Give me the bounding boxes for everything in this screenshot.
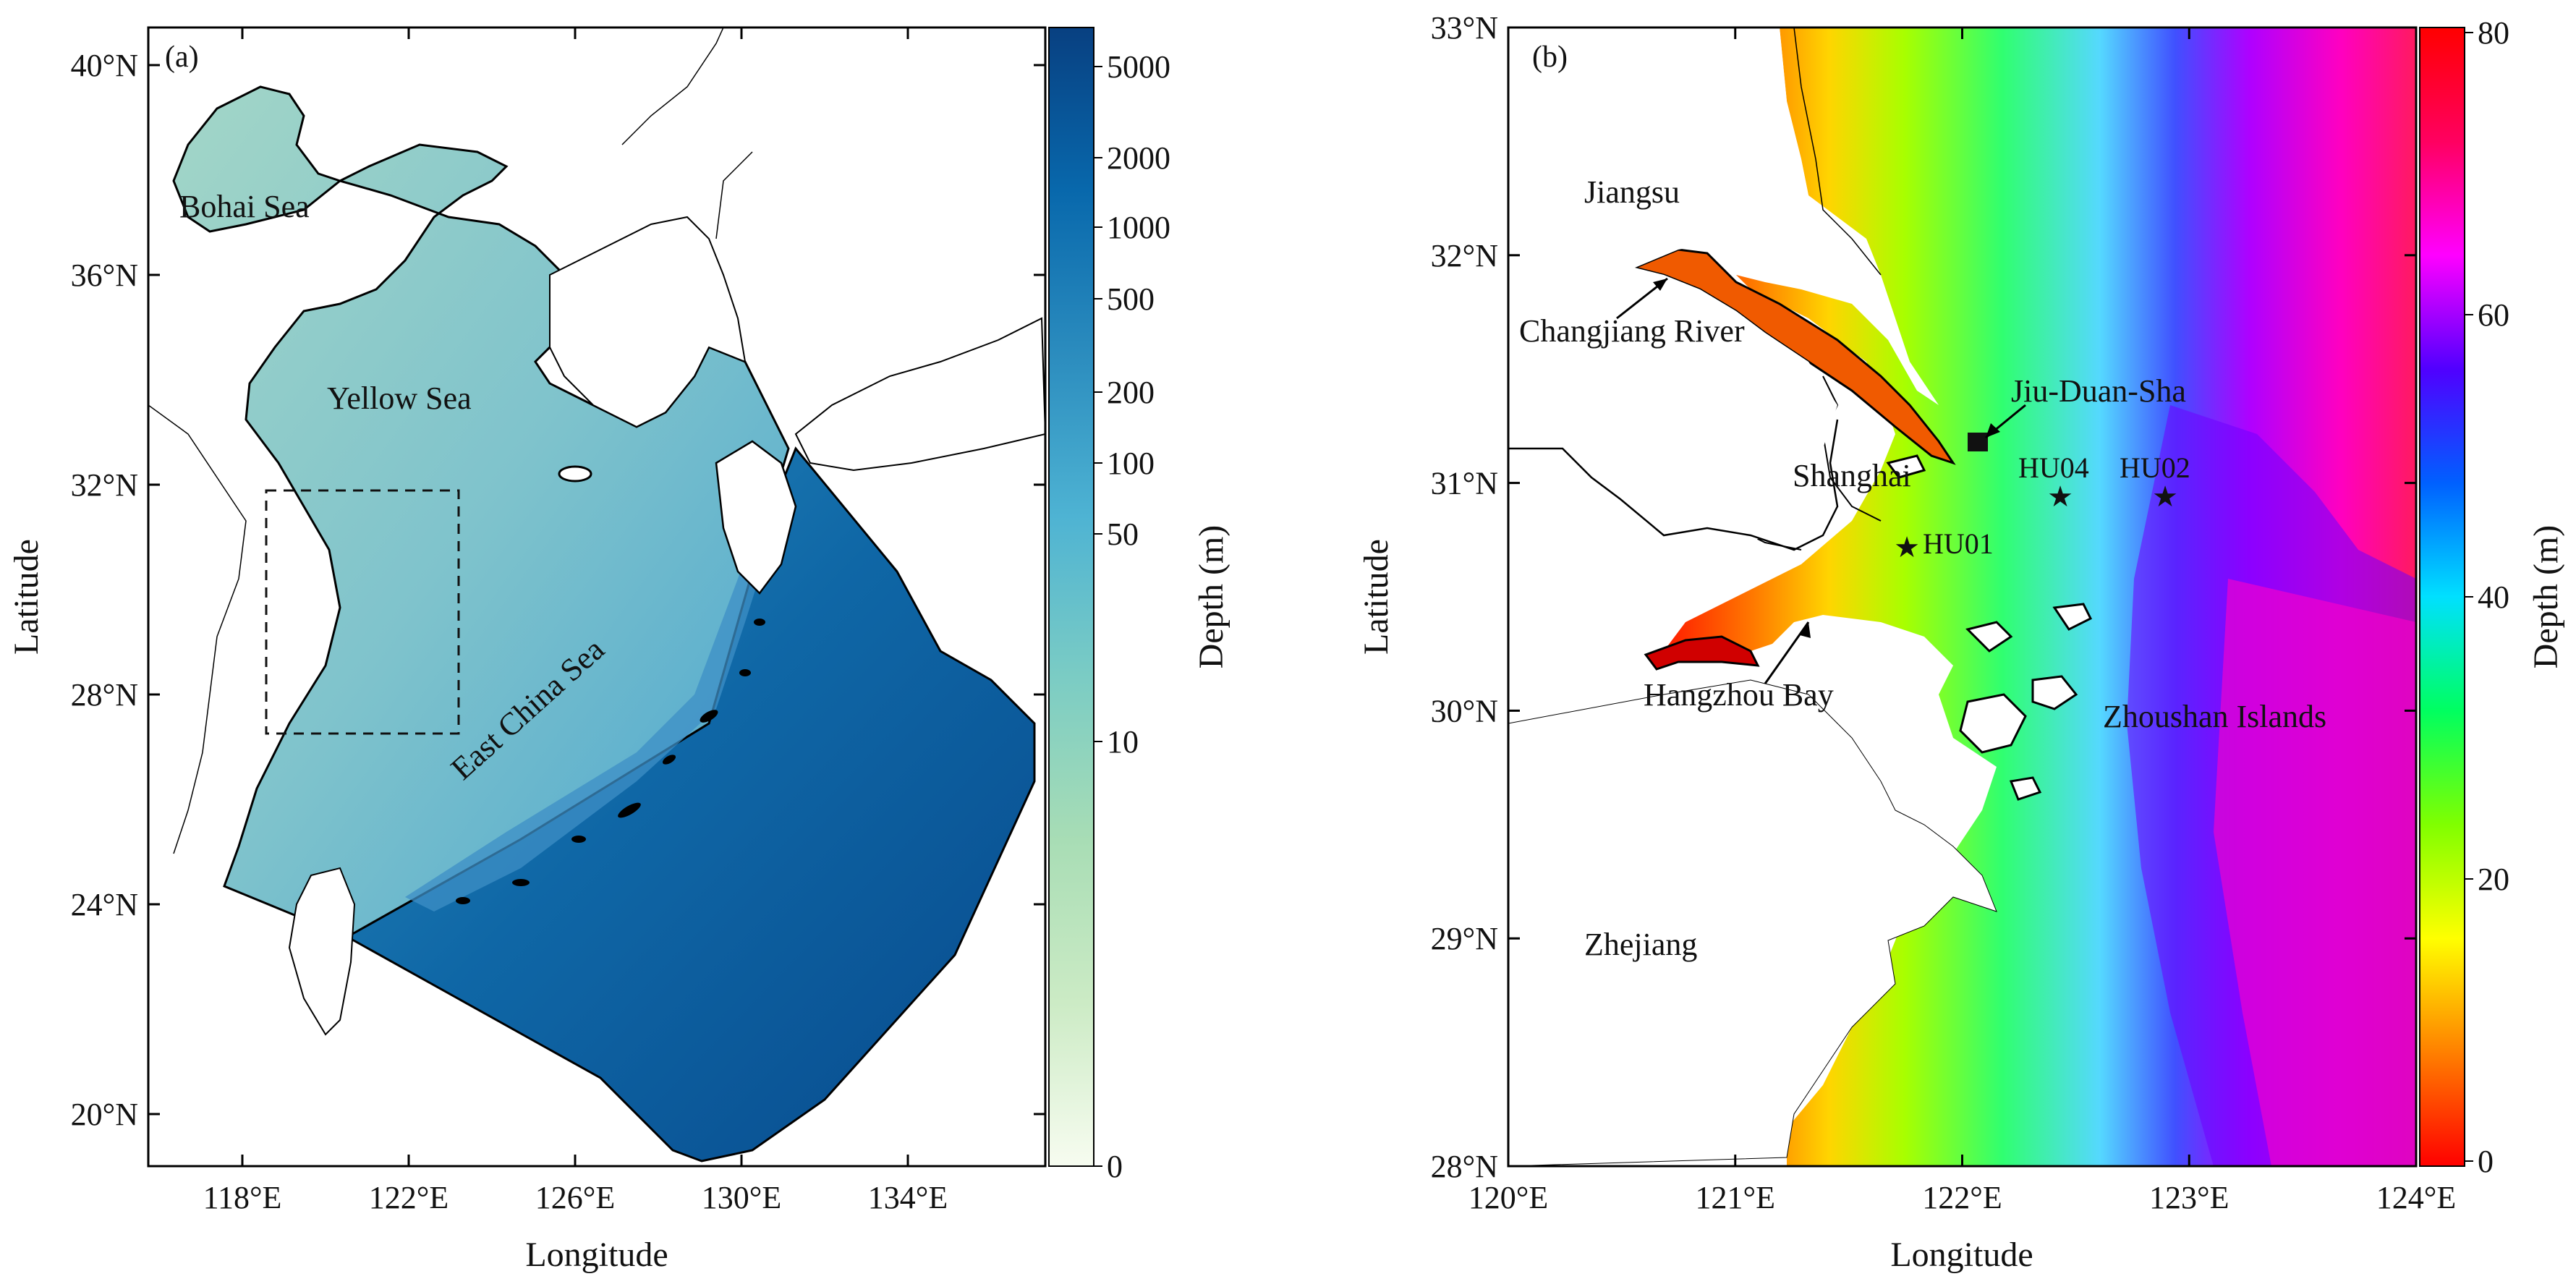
- panel-label-b: (b): [1532, 41, 1568, 74]
- y-tick-label: 31°N: [1431, 466, 1498, 501]
- shanghai-border: [1508, 419, 1839, 551]
- colorbar-ticks-b: 0 20 40 60 80: [2465, 15, 2509, 1179]
- x-tick-label: 134°E: [868, 1180, 948, 1215]
- place-label: Bohai Sea: [179, 189, 310, 224]
- colorbar-tick-label: 40: [2478, 579, 2509, 615]
- y-tick-label: 24°N: [71, 887, 138, 922]
- x-tick-label: 122°E: [1922, 1180, 2002, 1215]
- place-label: Changjiang River: [1519, 313, 1745, 349]
- colorbar-title-b: Depth (m): [2527, 525, 2565, 669]
- y-tick-label: 32°N: [1431, 238, 1498, 273]
- inset-box: [265, 489, 460, 735]
- taiwan-island: [288, 867, 356, 1036]
- colorbar-tick-label: 50: [1107, 517, 1139, 552]
- x-tick-label: 120°E: [1468, 1180, 1548, 1215]
- x-tick-label: 126°E: [535, 1180, 615, 1215]
- place-label: Zhejiang: [1584, 927, 1697, 962]
- colorbar-tick-label: 0: [1107, 1149, 1123, 1184]
- y-tick-label: 29°N: [1431, 921, 1498, 956]
- y-tick-label: 28°N: [71, 677, 138, 713]
- colorbar-a: [1048, 27, 1094, 1167]
- station-star-icon: ★: [1894, 531, 1920, 564]
- jiu-duan-sha-marker: [1968, 433, 1988, 451]
- zhejiang-coast: [1508, 679, 1997, 1166]
- colorbar-tick-label: 500: [1107, 281, 1155, 317]
- station-label: HU01: [1923, 527, 1994, 560]
- y-tick-label: 20°N: [71, 1097, 138, 1132]
- y-tick-label: 30°N: [1431, 693, 1498, 728]
- y-tick-label: 28°N: [1431, 1149, 1498, 1184]
- magenta-zone-b: [2214, 579, 2416, 1166]
- colorbar-tick-label: 5000: [1107, 49, 1170, 85]
- y-axis-label-a: Latitude: [7, 539, 46, 655]
- y-axis-label-b: Latitude: [1357, 539, 1395, 655]
- station-star-icon: ★: [2047, 480, 2073, 513]
- zhoushan-islands: [1886, 454, 2093, 801]
- place-label: Zhoushan Islands: [2103, 699, 2326, 734]
- place-label: Jiangsu: [1584, 174, 1680, 210]
- x-tick-label: 130°E: [702, 1180, 781, 1215]
- shelf-slope-band: [405, 477, 781, 912]
- china-interior-border: [148, 404, 247, 854]
- map-frame-a: [147, 26, 1047, 1168]
- x-axis-label-b: Longitude: [1890, 1236, 2033, 1274]
- colorbar-tick-label: 10: [1107, 724, 1139, 760]
- jiangsu-land: [1508, 27, 1837, 637]
- station-markers: ★ ★ ★: [1894, 480, 2178, 564]
- ryukyu-islands: [456, 619, 765, 904]
- station-label: HU04: [2018, 451, 2089, 484]
- panel-b: 120°E 121°E 122°E 123°E 124°E 28°N 29°N 30°N 31°…: [1357, 10, 2565, 1274]
- map-a: [148, 27, 1045, 1166]
- x-tick-label: 122°E: [369, 1180, 449, 1215]
- arrow-heads: [1653, 279, 2000, 638]
- colorbar-tick-label: 80: [2478, 15, 2509, 51]
- station-label: HU02: [2120, 451, 2190, 484]
- jeju-island: [558, 465, 592, 483]
- y-tick-label: 32°N: [71, 467, 138, 503]
- axis-ticks-a: 118°E 122°E 126°E 130°E 134°E 20°N 24°N 28°N 32°…: [71, 27, 1045, 1215]
- jiangsu-coastline: [1793, 27, 1882, 276]
- x-tick-label: 123°E: [2149, 1180, 2229, 1215]
- y-tick-label: 40°N: [71, 48, 138, 83]
- y-tick-label: 36°N: [71, 258, 138, 293]
- colorbar-tick-label: 200: [1107, 375, 1155, 410]
- japan-kyushu: [715, 440, 797, 595]
- y-tick-label: 33°N: [1431, 10, 1498, 46]
- x-tick-label: 124°E: [2376, 1180, 2456, 1215]
- axis-ticks-b: 120°E 121°E 122°E 123°E 124°E 28°N 29°N 30°N 31°…: [1431, 10, 2457, 1215]
- panel-label-a: (a): [165, 41, 199, 74]
- place-label: Shanghai: [1793, 458, 1911, 493]
- place-label: Jiu-Duan-Sha: [2011, 373, 2186, 409]
- colorbar-tick-label: 2000: [1107, 140, 1170, 176]
- x-tick-label: 118°E: [203, 1180, 282, 1215]
- x-tick-label: 121°E: [1696, 1180, 1775, 1215]
- colorbar-tick-label: 0: [2478, 1144, 2494, 1179]
- north-border: [621, 27, 753, 239]
- colorbar-tick-label: 100: [1107, 446, 1155, 481]
- x-axis-label-a: Longitude: [525, 1236, 668, 1274]
- map-b: [1508, 27, 2416, 1166]
- place-label: Hangzhou Bay: [1644, 677, 1834, 713]
- panel-a: 118°E 122°E 126°E 130°E 134°E 20°N 24°N 28°N 32°…: [7, 26, 1230, 1274]
- hangzhou-bay-channel: [1644, 635, 1760, 671]
- colorbar-tick-label: 20: [2478, 862, 2509, 897]
- korea-coastline: [549, 216, 747, 428]
- colorbar-b: [2419, 27, 2465, 1167]
- station-star-icon: ★: [2152, 480, 2178, 513]
- japan-honshu: [794, 317, 1045, 472]
- place-label: Yellow Sea: [327, 381, 472, 416]
- colorbar-title-a: Depth (m): [1192, 525, 1230, 669]
- colorbar-tick-label: 1000: [1107, 210, 1170, 245]
- colorbar-tick-label: 60: [2478, 297, 2509, 333]
